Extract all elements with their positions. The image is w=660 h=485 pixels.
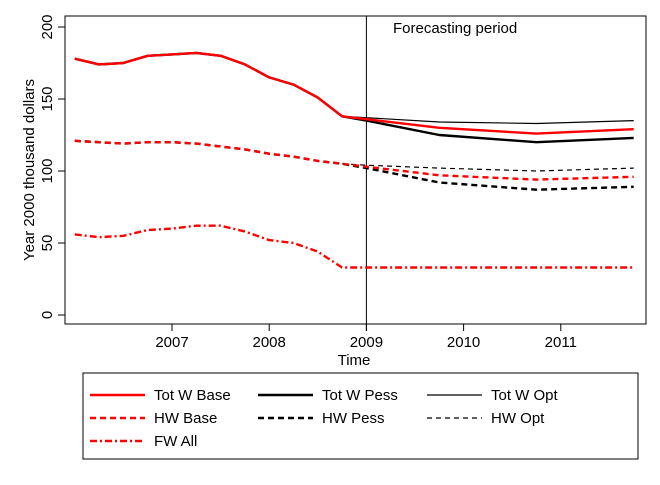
y-tick-label: 200	[39, 14, 56, 39]
x-tick-label: 2009	[350, 334, 383, 351]
x-tick-label: 2008	[253, 334, 286, 351]
series-line-tot-w-base	[74, 51, 634, 135]
legend-label: Tot W Pess	[322, 387, 398, 404]
x-axis-label: Time	[338, 352, 371, 369]
legend-label: FW All	[154, 433, 197, 450]
legend-label: Tot W Opt	[491, 387, 559, 404]
x-tick-label: 2007	[155, 334, 188, 351]
series-line-hw-base	[74, 139, 634, 181]
plot-frame	[64, 15, 647, 325]
y-tick-label: 0	[39, 311, 56, 319]
series-line-hw-opt	[342, 163, 634, 172]
legend-box	[82, 372, 639, 460]
y-axis: 0 50 100 150 200	[39, 14, 65, 319]
legend-label: Tot W Base	[154, 387, 231, 404]
series-group	[74, 51, 634, 269]
y-axis-label: Year 2000 thousand dollars	[21, 79, 38, 261]
y-tick-label: 150	[39, 86, 56, 111]
legend-label: HW Pess	[322, 410, 385, 427]
legend-label: HW Base	[154, 410, 217, 427]
forecast-period-annotation: Forecasting period	[393, 20, 517, 37]
series-line-tot-w-pess	[74, 51, 634, 144]
x-tick-label: 2010	[447, 334, 480, 351]
y-tick-label: 50	[39, 235, 56, 252]
series-line-fw-all	[74, 224, 634, 269]
legend: Tot W Base Tot W Pess Tot W Opt HW Base HW P…	[90, 387, 559, 450]
legend-label: HW Opt	[491, 410, 545, 427]
y-tick-label: 100	[39, 158, 56, 183]
x-tick-label: 2011	[545, 334, 577, 351]
